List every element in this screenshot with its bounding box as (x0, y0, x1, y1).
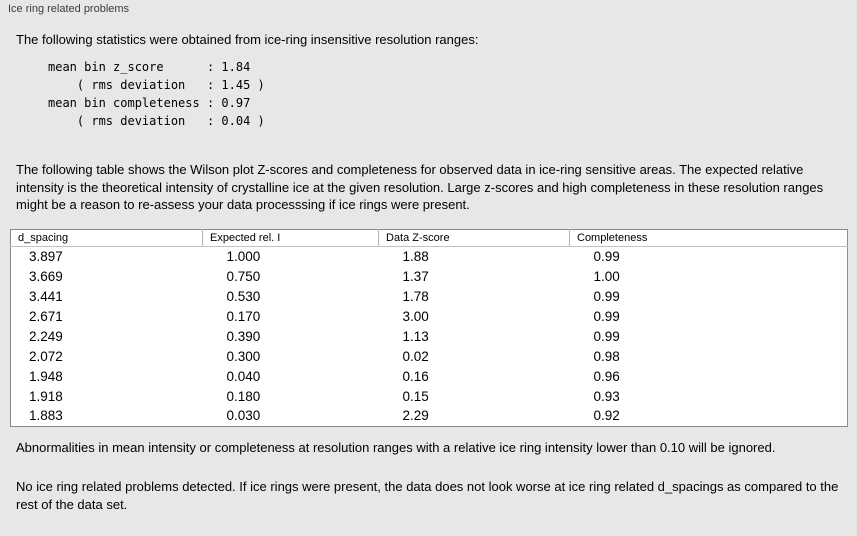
table-cell: 0.180 (226, 388, 261, 404)
table-cell: 1.918 (29, 388, 63, 404)
stats-block: mean bin z_score : 1.84 ( rms deviation … (48, 58, 857, 130)
table-cell: 2.249 (29, 328, 63, 344)
table-cell: 3.441 (29, 288, 63, 304)
table-row: 3.669 0.750 1.37 1.00 (11, 266, 848, 286)
table-cell: 0.92 (593, 408, 620, 424)
intro-text: The following statistics were obtained f… (16, 32, 479, 47)
table-cell: 0.02 (402, 348, 429, 364)
table-cell: 0.15 (402, 388, 429, 404)
table-cell: 2.072 (29, 348, 63, 364)
footnote-text: Abnormalities in mean intensity or compl… (16, 439, 776, 455)
table-cell: 1.37 (402, 268, 429, 284)
table-row: 2.249 0.390 1.13 0.99 (11, 326, 848, 346)
table-cell: 1.000 (226, 248, 261, 264)
table-cell: 1.00 (593, 268, 620, 284)
column-header-completeness: Completeness (569, 229, 848, 247)
conclusion-text: No ice ring related problems detected. I… (16, 479, 839, 512)
table-cell: 2.671 (29, 308, 63, 324)
table-cell: 0.750 (226, 268, 261, 284)
table-row: 2.671 0.170 3.00 0.99 (11, 306, 848, 326)
table-cell: 3.669 (29, 268, 63, 284)
table-cell: 1.883 (29, 408, 63, 424)
table-cell: 0.99 (593, 328, 620, 344)
table-row: 1.918 0.180 0.15 0.93 (11, 386, 848, 406)
column-header-data-z-score: Data Z-score (378, 229, 570, 247)
ice-ring-panel: Ice ring related problems The following … (8, 3, 857, 512)
panel-title: Ice ring related problems (8, 3, 130, 15)
table-cell: 1.78 (402, 288, 429, 304)
table-cell: 1.88 (402, 248, 429, 264)
stats-line: ( rms deviation : 1.45 ) (48, 78, 265, 92)
stats-line: mean bin z_score : 1.84 (48, 60, 251, 74)
table-cell: 0.16 (402, 368, 429, 384)
table-cell: 0.170 (226, 308, 261, 324)
table-cell: 3.00 (402, 308, 429, 324)
table-row: 1.883 0.030 2.29 0.92 (11, 406, 848, 426)
table-cell: 0.040 (226, 368, 261, 384)
table-cell: 0.99 (593, 248, 620, 264)
stats-line: ( rms deviation : 0.04 ) (48, 114, 265, 128)
stats-line: mean bin completeness : 0.97 (48, 96, 251, 110)
table-cell: 1.948 (29, 368, 63, 384)
table-row: 3.897 1.000 1.88 0.99 (11, 246, 848, 266)
table-row: 1.948 0.040 0.16 0.96 (11, 366, 848, 386)
table-cell: 0.99 (593, 308, 620, 324)
table-cell: 0.96 (593, 368, 620, 384)
table-header-row: d_spacing Expected rel. I Data Z-score C… (10, 229, 848, 247)
description-text: The following table shows the Wilson plo… (16, 162, 824, 212)
table-cell: 2.29 (402, 408, 429, 424)
table-cell: 0.99 (593, 288, 620, 304)
table-cell: 0.030 (226, 408, 261, 424)
column-header-expected-rel-i: Expected rel. I (202, 229, 379, 247)
table-cell: 0.93 (593, 388, 620, 404)
table-cell: 0.390 (226, 328, 261, 344)
table-row: 3.441 0.530 1.78 0.99 (11, 286, 848, 306)
table-cell: 3.897 (29, 248, 63, 264)
table-cell: 0.300 (226, 348, 261, 364)
column-header-d-spacing: d_spacing (10, 229, 203, 247)
table-cell: 0.530 (226, 288, 261, 304)
table-row: 2.072 0.300 0.02 0.98 (11, 346, 848, 366)
table-cell: 1.13 (402, 328, 429, 344)
table-cell: 0.98 (593, 348, 620, 364)
ice-ring-table: d_spacing Expected rel. I Data Z-score C… (10, 228, 848, 427)
